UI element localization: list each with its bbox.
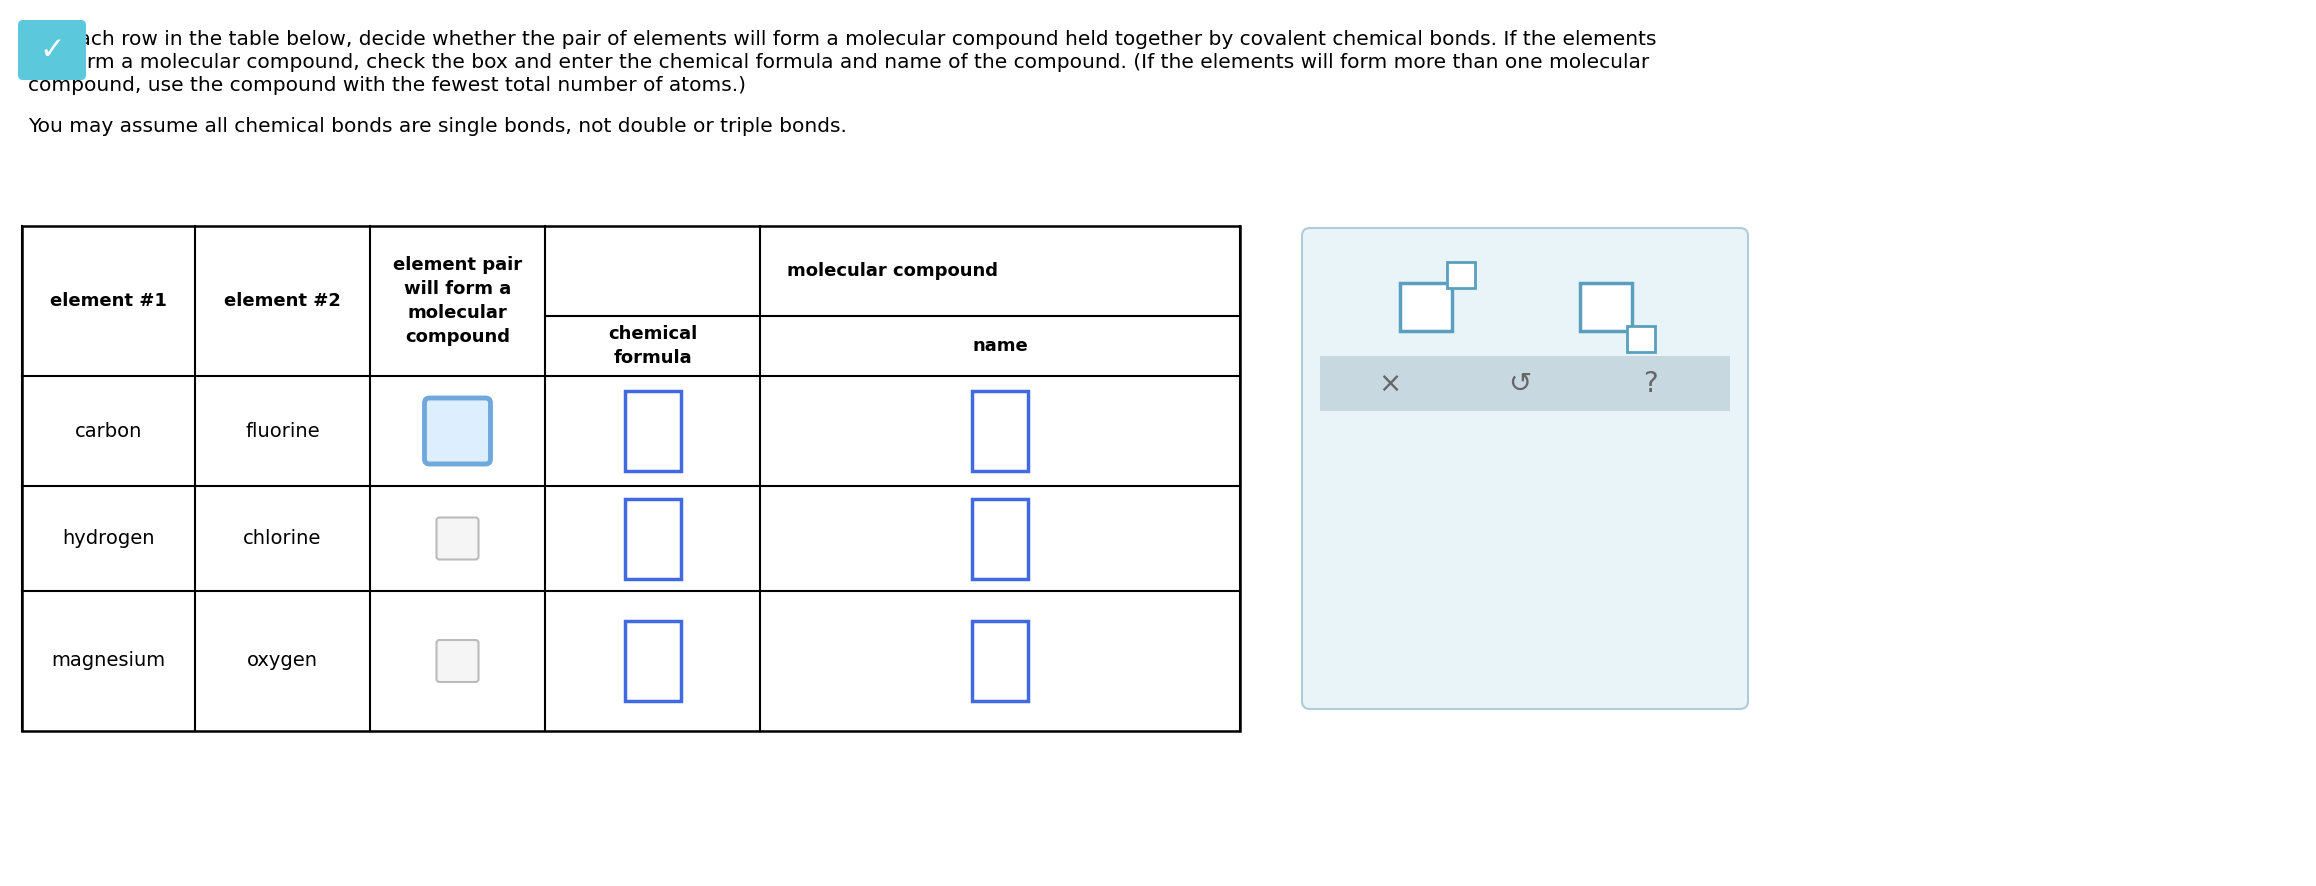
Text: molecular compound: molecular compound bbox=[787, 262, 998, 280]
Bar bbox=[21, 226, 1239, 731]
Text: chemical
formula: chemical formula bbox=[607, 325, 697, 367]
FancyBboxPatch shape bbox=[625, 391, 681, 471]
Text: For each row in the table below, decide whether the pair of elements will form a: For each row in the table below, decide … bbox=[28, 30, 1656, 49]
Text: element pair
will form a
molecular
compound: element pair will form a molecular compo… bbox=[394, 255, 521, 346]
FancyBboxPatch shape bbox=[435, 640, 479, 682]
Text: magnesium: magnesium bbox=[51, 651, 164, 671]
Text: fluorine: fluorine bbox=[245, 422, 320, 440]
FancyBboxPatch shape bbox=[973, 621, 1028, 701]
Text: ✓: ✓ bbox=[39, 35, 65, 65]
Text: hydrogen: hydrogen bbox=[63, 529, 155, 548]
Text: chlorine: chlorine bbox=[243, 529, 322, 548]
FancyBboxPatch shape bbox=[1399, 283, 1452, 331]
FancyBboxPatch shape bbox=[1448, 262, 1475, 288]
Text: ↺: ↺ bbox=[1508, 370, 1531, 398]
FancyBboxPatch shape bbox=[973, 499, 1028, 579]
Text: element #2: element #2 bbox=[225, 292, 340, 310]
Text: ?: ? bbox=[1642, 370, 1658, 398]
Text: You may assume all chemical bonds are single bonds, not double or triple bonds.: You may assume all chemical bonds are si… bbox=[28, 117, 848, 136]
Text: ×: × bbox=[1378, 370, 1401, 398]
Bar bbox=[1320, 356, 1730, 411]
FancyBboxPatch shape bbox=[1580, 283, 1633, 331]
Text: will form a molecular compound, check the box and enter the chemical formula and: will form a molecular compound, check th… bbox=[28, 53, 1649, 72]
FancyBboxPatch shape bbox=[424, 398, 491, 464]
Text: oxygen: oxygen bbox=[248, 651, 317, 671]
Text: element #1: element #1 bbox=[51, 292, 167, 310]
Text: name: name bbox=[973, 337, 1028, 355]
FancyBboxPatch shape bbox=[625, 499, 681, 579]
FancyBboxPatch shape bbox=[625, 621, 681, 701]
Text: carbon: carbon bbox=[74, 422, 141, 440]
FancyBboxPatch shape bbox=[19, 20, 86, 80]
Text: compound, use the compound with the fewest total number of atoms.): compound, use the compound with the fewe… bbox=[28, 76, 746, 95]
FancyBboxPatch shape bbox=[1302, 228, 1749, 709]
FancyBboxPatch shape bbox=[973, 391, 1028, 471]
FancyBboxPatch shape bbox=[435, 517, 479, 559]
FancyBboxPatch shape bbox=[1628, 326, 1656, 352]
